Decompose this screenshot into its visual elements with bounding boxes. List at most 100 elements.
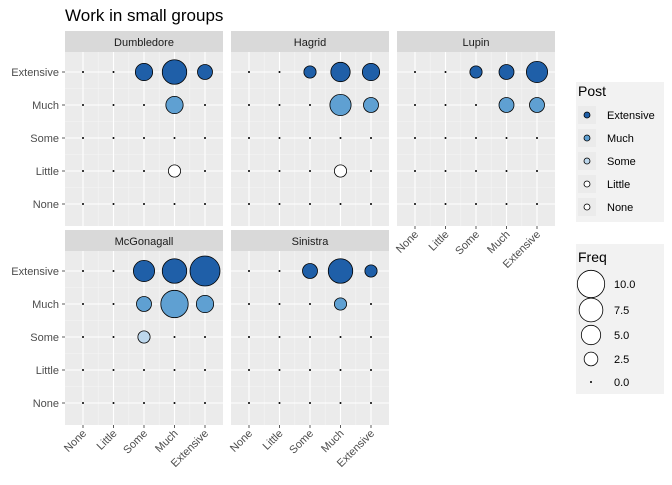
x-tick-label: None: [62, 428, 89, 455]
point-much-much: [160, 289, 189, 319]
legend-size-key: [576, 269, 606, 299]
legend-size-key: [578, 297, 604, 323]
point-some-some: [143, 137, 145, 139]
point-little-much: [278, 104, 281, 106]
point-much-extensive: [330, 61, 351, 83]
y-tick-label: Little: [36, 365, 59, 377]
point-little-none: [278, 203, 281, 205]
legend-key-none: [583, 203, 591, 211]
point-much-none: [339, 402, 342, 404]
legend-size-label: 0.0: [614, 377, 629, 389]
point-some-some: [137, 330, 151, 344]
point-much-some: [339, 336, 342, 338]
legend-size-key: [590, 381, 592, 383]
point-little-extensive: [278, 270, 281, 272]
legend-label-none: None: [607, 202, 633, 214]
point-extensive-some: [204, 137, 206, 139]
point-little-some: [112, 137, 115, 139]
point-much-none: [173, 402, 176, 404]
point-some-much: [309, 303, 311, 305]
point-none-much: [248, 303, 250, 305]
x-tick-label: Some: [287, 428, 316, 457]
point-much-little: [173, 369, 176, 371]
point-extensive-none: [204, 402, 206, 404]
point-some-little: [143, 170, 145, 172]
legend-label-little: Little: [607, 179, 630, 191]
point-extensive-little: [536, 170, 538, 172]
point-none-extensive: [82, 71, 84, 73]
point-none-none: [82, 203, 84, 205]
point-extensive-none: [370, 402, 372, 404]
point-none-extensive: [414, 71, 416, 73]
legend-size-label: 5.0: [614, 330, 629, 342]
point-little-much: [112, 104, 115, 106]
point-extensive-little: [204, 170, 206, 172]
point-extensive-extensive: [364, 264, 378, 278]
y-tick-label: Extensive: [11, 67, 59, 79]
point-much-none: [339, 203, 342, 205]
facet-strip-label: Dumbledore: [114, 37, 174, 49]
point-little-some: [112, 336, 115, 338]
point-none-none: [248, 402, 250, 404]
x-tick-label: Little: [95, 428, 120, 453]
facet-strip-label: McGonagall: [115, 236, 174, 248]
point-much-much: [165, 95, 184, 115]
point-extensive-some: [536, 137, 538, 139]
point-none-extensive: [248, 71, 250, 73]
point-none-little: [82, 170, 84, 172]
legend-size-key: [580, 324, 602, 346]
point-some-none: [143, 402, 145, 404]
point-none-some: [248, 137, 250, 139]
point-none-little: [248, 170, 250, 172]
point-some-none: [143, 203, 145, 205]
point-little-extensive: [112, 71, 115, 73]
point-little-extensive: [444, 71, 447, 73]
point-little-some: [278, 137, 281, 139]
point-little-little: [278, 369, 281, 371]
point-none-much: [82, 303, 84, 305]
point-some-none: [475, 203, 477, 205]
point-none-some: [414, 137, 416, 139]
x-tick-label: Little: [427, 229, 452, 254]
post-legend-title: Post: [578, 83, 606, 99]
x-tick-label: Much: [319, 428, 347, 456]
x-tick-label: Little: [261, 428, 286, 453]
point-extensive-none: [536, 203, 538, 205]
point-extensive-little: [370, 369, 372, 371]
point-much-little: [167, 164, 182, 178]
x-tick-label: Much: [485, 229, 513, 257]
point-some-little: [309, 170, 311, 172]
freq-legend: Freq 10.0 7.5 5.0 2.5 0.0: [576, 244, 664, 394]
x-tick-label: Some: [453, 229, 482, 258]
point-extensive-much: [204, 104, 206, 106]
point-much-extensive: [161, 59, 188, 85]
point-little-some: [278, 336, 281, 338]
point-none-much: [414, 104, 416, 106]
point-little-little: [278, 170, 281, 172]
point-none-none: [248, 203, 250, 205]
point-little-none: [444, 203, 447, 205]
point-much-none: [173, 203, 176, 205]
point-much-much: [329, 93, 352, 117]
point-little-extensive: [278, 71, 281, 73]
point-none-little: [414, 170, 416, 172]
point-some-much: [136, 296, 152, 312]
point-some-much: [475, 104, 477, 106]
point-extensive-extensive: [189, 255, 221, 287]
facet-strip: [231, 31, 389, 52]
point-some-much: [309, 104, 311, 106]
point-much-extensive: [498, 64, 515, 80]
point-little-little: [444, 170, 447, 172]
point-none-little: [82, 369, 84, 371]
point-extensive-little: [370, 170, 372, 172]
point-some-extensive: [134, 62, 154, 82]
facet-mcgonagall: McGonagallNoneLittleSomeMuchExtensiveNon…: [11, 230, 223, 470]
point-some-extensive: [302, 263, 318, 279]
legend-label-some: Some: [607, 156, 636, 168]
facet-strip: [397, 31, 555, 52]
point-none-little: [248, 369, 250, 371]
point-extensive-much: [195, 294, 215, 314]
facet-strip: [231, 230, 389, 251]
